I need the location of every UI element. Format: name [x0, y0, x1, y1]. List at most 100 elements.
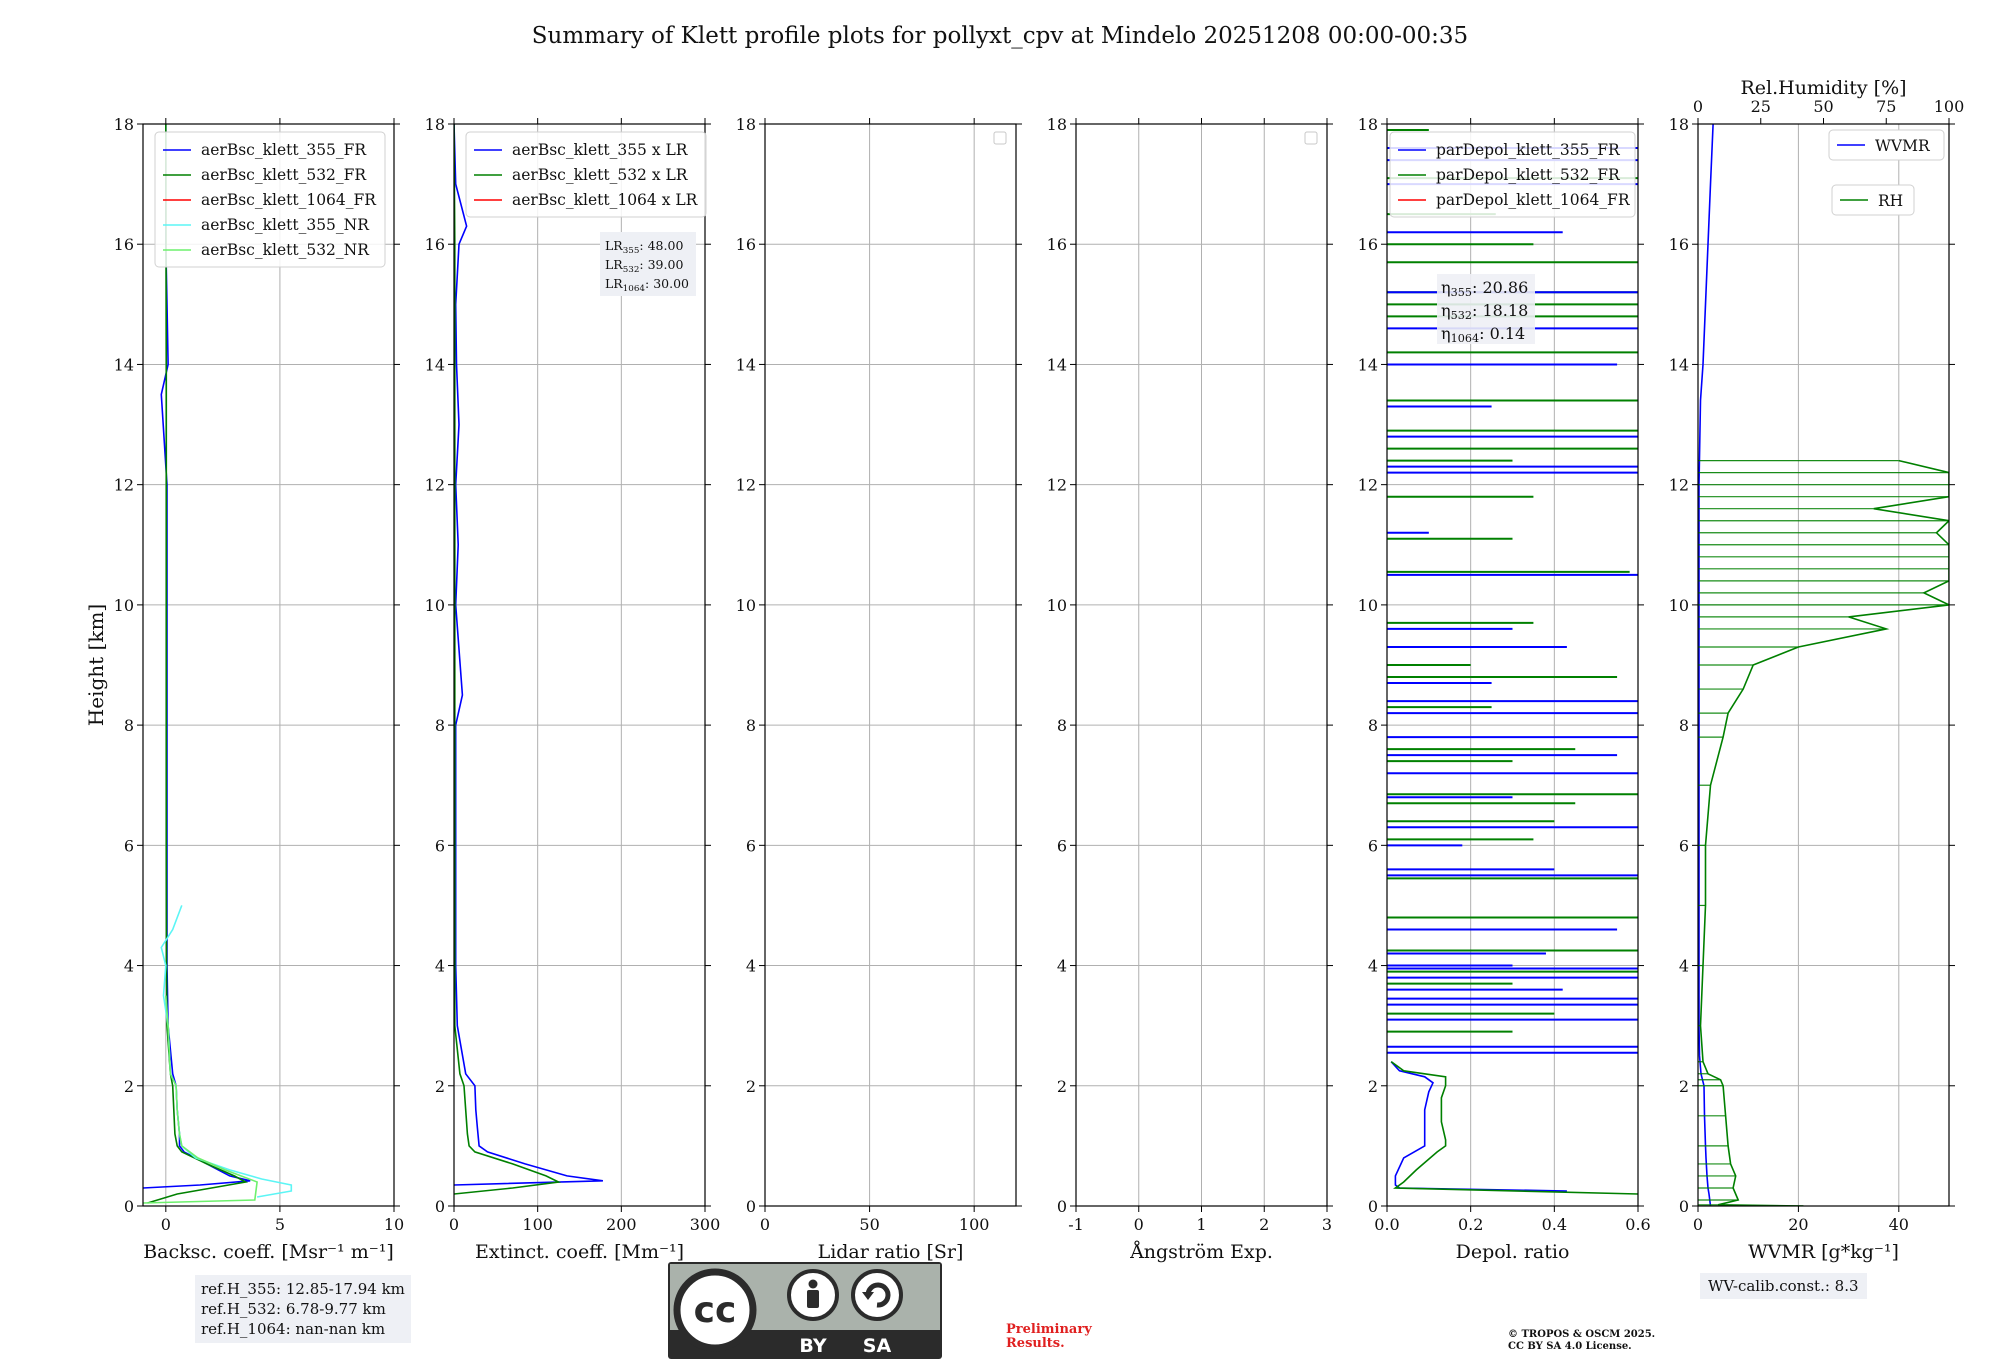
legend-label: parDepol_klett_355_FR	[1436, 141, 1621, 159]
x2-tick-label: 75	[1876, 97, 1896, 116]
y-tick-label: 0	[1679, 1197, 1689, 1216]
x-tick-label: 50	[859, 1215, 879, 1234]
y-tick-label: 18	[1358, 115, 1378, 134]
y-tick-label: 6	[1679, 836, 1689, 855]
empty-legend	[1304, 131, 1318, 145]
y-tick-label: 0	[124, 1197, 134, 1216]
y-tick-label: 14	[425, 355, 445, 374]
x-tick-label: 0.2	[1458, 1215, 1483, 1234]
y-axis-label: Height [km]	[84, 604, 108, 726]
cc-license-badge: cc BY SA	[668, 1262, 942, 1359]
y-tick-label: 16	[425, 235, 445, 254]
by-person-body	[807, 1290, 819, 1308]
x-axis-label: Depol. ratio	[1456, 1241, 1570, 1263]
y-tick-label: 4	[435, 957, 445, 976]
panel-3: 0 2 4 6 8 10 12 14 16 18 0 50 100 Lidar ratio [Sr]	[736, 115, 1022, 1263]
x-tick-label: -1	[1068, 1215, 1084, 1234]
ref-height-1064: ref.H_1064: nan-nan km	[201, 1320, 386, 1338]
y-tick-label: 18	[1047, 115, 1067, 134]
y-tick-label: 14	[1047, 355, 1067, 374]
reference-height-box: ref.H_355: 12.85-17.94 km ref.H_532: 6.7…	[195, 1275, 411, 1343]
y-tick-label: 14	[1358, 355, 1378, 374]
preliminary-line-2: Results.	[1006, 1336, 1065, 1351]
x-tick-label: 0	[1693, 1215, 1703, 1234]
y-tick-label: 0	[1368, 1197, 1378, 1216]
by-label: BY	[799, 1335, 826, 1357]
legend-label: aerBsc_klett_532_NR	[201, 241, 370, 259]
y-tick-label: 18	[114, 115, 134, 134]
y-tick-label: 8	[1679, 716, 1689, 735]
annotation-text: LR355: 48.00	[605, 238, 683, 256]
legend-box	[1389, 131, 1636, 218]
y-tick-label: 8	[1368, 716, 1378, 735]
series-line-aerBsc_klett_532_FR	[147, 124, 249, 1204]
series-group	[454, 124, 604, 1195]
y-tick-label: 4	[746, 957, 756, 976]
cc-logo-text: cc	[694, 1290, 737, 1331]
wv-calibration-text: WV-calib.const.: 8.3	[1708, 1277, 1859, 1295]
x-tick-label: 0	[161, 1215, 171, 1234]
annotation-background	[1437, 274, 1535, 344]
y-tick-label: 10	[1669, 596, 1689, 615]
sa-share-icon	[851, 1269, 903, 1321]
y-tick-label: 16	[736, 235, 756, 254]
y-tick-label: 2	[1057, 1077, 1067, 1096]
y-tick-label: 2	[1368, 1077, 1378, 1096]
y-tick-label: 4	[1057, 957, 1067, 976]
y-tick-label: 12	[1669, 476, 1689, 495]
y-tick-label: 10	[736, 596, 756, 615]
sa-label: SA	[863, 1335, 892, 1357]
panel-5: 0 2 4 6 8 10 12 14 16 18 0.0 0.2 0.4 0.6 Depol. ratio p…	[1358, 115, 1651, 1263]
x-tick-label: 40	[1889, 1215, 1909, 1234]
y-tick-label: 6	[1368, 836, 1378, 855]
cc-logo-icon	[673, 1268, 757, 1352]
y-tick-label: 12	[736, 476, 756, 495]
x-tick-label: 200	[606, 1215, 637, 1234]
y-tick-label: 8	[746, 716, 756, 735]
y-tick-label: 0	[746, 1197, 756, 1216]
legend-label: aerBsc_klett_532_FR	[201, 166, 367, 184]
x2-tick-label: 50	[1813, 97, 1833, 116]
legend: parDepol_klett_355_FR parDepol_klett_532_…	[1389, 131, 1636, 218]
axes-frame	[142, 123, 395, 1207]
annotation-text: LR532: 39.00	[605, 257, 683, 275]
by-person-head	[808, 1279, 818, 1289]
x-tick-label: 10	[384, 1215, 404, 1234]
y-tick-label: 2	[124, 1077, 134, 1096]
panel-2: 0 2 4 6 8 10 12 14 16 18 0 100 200 300 Extinct. coeff.…	[425, 115, 721, 1263]
sa-share-arc	[865, 1282, 891, 1308]
annotation-text: η532: 18.18	[1441, 301, 1528, 322]
x-axis-label: Extinct. coeff. [Mm⁻¹]	[475, 1241, 684, 1263]
x-tick-label: 3	[1322, 1215, 1332, 1234]
x-tick-label: 20	[1788, 1215, 1808, 1234]
y-tick-label: 18	[425, 115, 445, 134]
x-tick-label: 0.6	[1625, 1215, 1650, 1234]
axes-frame	[764, 123, 1017, 1207]
figure-title: Summary of Klett profile plots for polly…	[532, 23, 1468, 49]
y-tick-label: 12	[114, 476, 134, 495]
series-group	[143, 124, 293, 1204]
series-line-parDepol_klett_355_FR	[1390, 1061, 1567, 1192]
x-tick-label: 0.0	[1374, 1215, 1399, 1234]
wv-calibration-box: WV-calib.const.: 8.3	[1700, 1273, 1867, 1299]
annotation-text: LR1064: 30.00	[605, 276, 689, 294]
legend: aerBsc_klett_355 x LR aerBsc_klett_532 x …	[465, 131, 707, 218]
x-axis-label: Ångström Exp.	[1129, 1241, 1273, 1263]
y-tick-label: 10	[425, 596, 445, 615]
x-axis-label: Lidar ratio [Sr]	[818, 1241, 964, 1263]
series-line-aerBsc_klett_355_NR	[160, 905, 293, 1198]
ref-height-532: ref.H_532: 6.78-9.77 km	[201, 1300, 386, 1318]
x-tick-label: 100	[522, 1215, 553, 1234]
legend-label: parDepol_klett_1064_FR	[1436, 191, 1631, 209]
y-tick-label: 10	[114, 596, 134, 615]
legend-box-rh	[1831, 184, 1915, 216]
y-tick-label: 12	[425, 476, 445, 495]
legend: WVMR RH	[1828, 129, 1945, 216]
x2-tick-label: 25	[1751, 97, 1771, 116]
x-tick-label: 2	[1259, 1215, 1269, 1234]
empty-legend	[993, 131, 1007, 145]
y-tick-label: 2	[1679, 1077, 1689, 1096]
